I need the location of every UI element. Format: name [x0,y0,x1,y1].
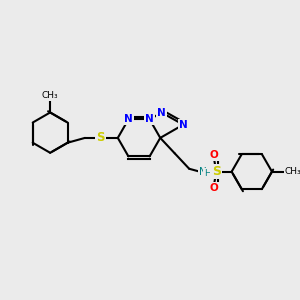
Text: N: N [157,108,166,118]
Text: N: N [145,114,154,124]
Text: H: H [204,169,211,178]
Text: CH₃: CH₃ [285,167,300,176]
Text: S: S [212,165,221,178]
Text: O: O [210,183,219,193]
Text: S: S [96,131,105,144]
Text: N: N [199,167,207,177]
Text: CH₃: CH₃ [42,91,58,100]
Text: N: N [179,120,188,130]
Text: O: O [210,150,219,160]
Text: N: N [124,114,133,124]
